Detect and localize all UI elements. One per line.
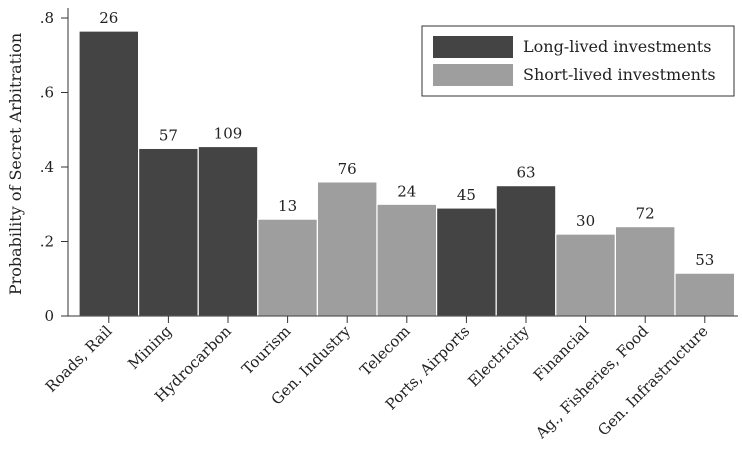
bar-ports-airports bbox=[436, 207, 497, 317]
bar-value-label: 26 bbox=[99, 9, 118, 27]
bar-hydrocarbon bbox=[197, 145, 259, 317]
bar-gen-infrastructure bbox=[674, 272, 736, 317]
bar-value-label: 72 bbox=[636, 205, 655, 223]
bar-mining bbox=[138, 147, 199, 317]
y-tick-label: 0 bbox=[44, 307, 54, 325]
bar-financial bbox=[555, 233, 616, 317]
legend-label-short-lived: Short-lived investments bbox=[523, 65, 716, 84]
y-tick-label: .8 bbox=[40, 9, 54, 27]
y-ticks-layer: 0 .2 .4 .6 .8 bbox=[40, 9, 68, 325]
bar-roads-rail bbox=[78, 30, 140, 317]
bar-tourism bbox=[257, 218, 318, 317]
bar-gen-industry bbox=[316, 181, 378, 317]
bar-value-label: 53 bbox=[695, 251, 714, 269]
x-tick-label: Telecom bbox=[356, 322, 413, 379]
x-tick-label: Tourism bbox=[238, 322, 294, 378]
bar-value-label: 63 bbox=[516, 164, 535, 182]
legend-swatch-short-lived bbox=[433, 64, 513, 86]
y-tick-label: .6 bbox=[40, 84, 54, 102]
bar-value-label: 45 bbox=[457, 186, 476, 204]
x-tick-label: Gen. Infrastructure bbox=[594, 322, 711, 439]
y-tick-label: .2 bbox=[40, 233, 54, 251]
bars-layer bbox=[78, 30, 736, 317]
x-tick-label: Electricity bbox=[464, 322, 533, 391]
bar-value-label: 30 bbox=[576, 212, 595, 230]
bar-value-label: 57 bbox=[159, 126, 178, 144]
bar-electricity bbox=[495, 185, 557, 317]
y-tick-label: .4 bbox=[40, 158, 54, 176]
legend-label-long-lived: Long-lived investments bbox=[523, 37, 711, 56]
legend-swatch-long-lived bbox=[433, 36, 513, 58]
bar-ag-fisheries-food bbox=[614, 226, 676, 317]
x-tick-label: Mining bbox=[124, 322, 175, 373]
x-tick-label: Financial bbox=[530, 322, 593, 385]
bar-value-label: 13 bbox=[278, 197, 297, 215]
y-axis-title: Probability of Secret Arbitration bbox=[6, 33, 25, 295]
x-tick-label: Ag., Fisheries, Food bbox=[531, 322, 652, 443]
bar-telecom bbox=[376, 203, 438, 317]
bar-value-label: 109 bbox=[214, 125, 243, 143]
x-tick-label: Roads, Rail bbox=[42, 322, 116, 396]
legend: Long-lived investments Short-lived inves… bbox=[421, 25, 735, 97]
bar-value-label: 76 bbox=[338, 160, 357, 178]
bar-value-label: 24 bbox=[397, 182, 416, 200]
bar-labels-layer: 26 57 109 13 76 24 45 63 30 72 53 bbox=[99, 9, 714, 269]
